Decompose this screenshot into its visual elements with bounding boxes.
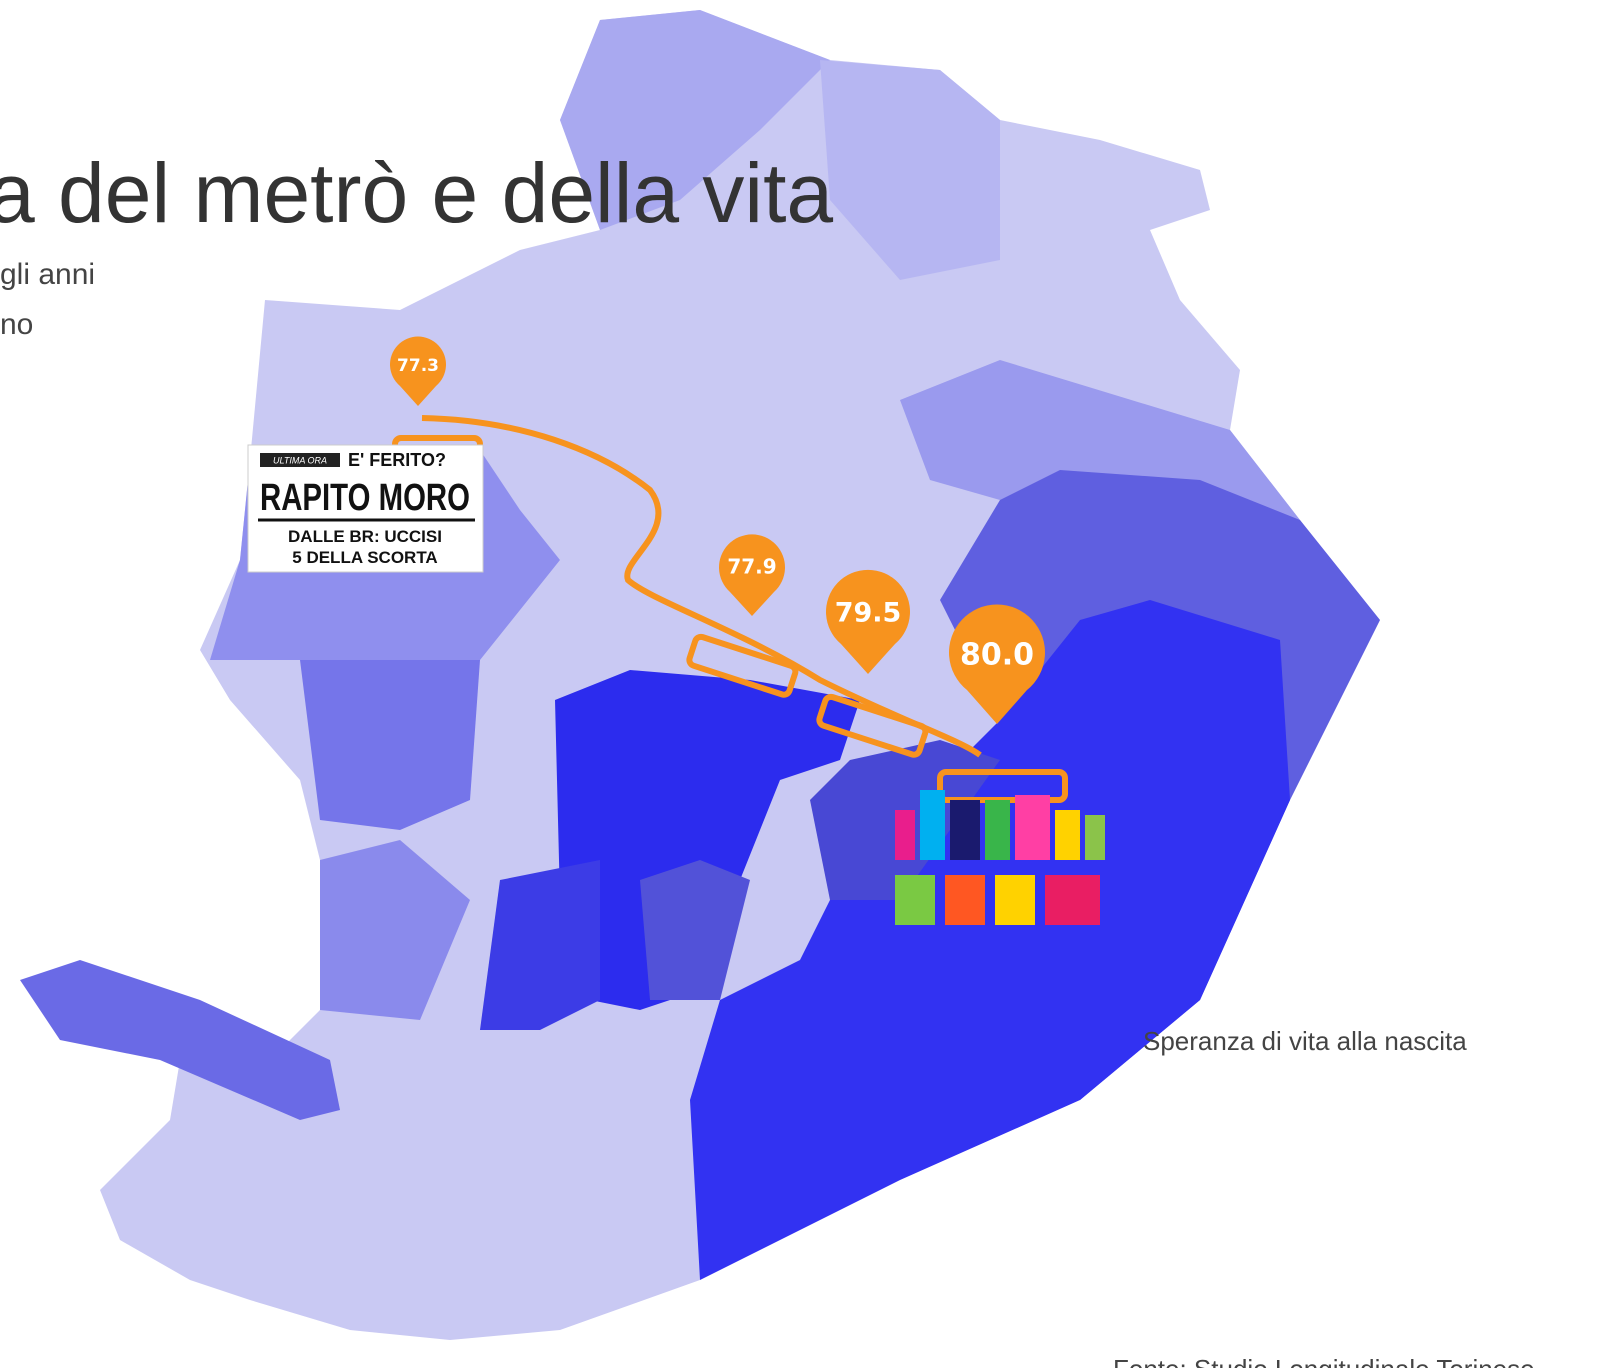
logo-block	[995, 875, 1035, 925]
line1: DALLE BR: UCCISI	[288, 527, 442, 546]
marker-label: 77.9	[727, 555, 776, 579]
logo-block	[895, 810, 915, 860]
headline: RAPITO MORO	[260, 477, 470, 519]
marker-label: 77.3	[397, 356, 439, 376]
slide: a del metrò e della vita gli anni no ULT…	[0, 0, 1611, 1368]
marker-label: 79.5	[835, 598, 902, 629]
marker-label: 80.0	[960, 638, 1034, 673]
question: E' FERITO?	[348, 450, 446, 470]
line2: 5 DELLA SCORTA	[292, 548, 437, 567]
district	[300, 660, 480, 830]
logo-block	[950, 800, 980, 860]
newspaper: ULTIMA ORA E' FERITO? RAPITO MORO DALLE …	[248, 445, 483, 572]
source: Fonte: Studio Longitudinale Torinese	[1113, 1354, 1535, 1368]
subtitle: no	[0, 308, 33, 341]
expo-logo	[895, 790, 1105, 925]
legend-title: Speranza di vita alla nascita	[1143, 1026, 1467, 1056]
logo-block	[895, 875, 935, 925]
kicker: ULTIMA ORA	[273, 455, 327, 465]
logo-block	[920, 790, 945, 860]
logo-block	[1015, 795, 1050, 860]
logo-block	[1045, 875, 1100, 925]
logo-block	[945, 875, 985, 925]
subtitle: gli anni	[0, 258, 95, 291]
logo-block	[1085, 815, 1105, 860]
title: a del metrò e della vita	[0, 146, 833, 240]
logo-block	[1055, 810, 1080, 860]
logo-block	[985, 800, 1010, 860]
page: a del metrò e della vita gli anni no ULT…	[0, 0, 1611, 1368]
